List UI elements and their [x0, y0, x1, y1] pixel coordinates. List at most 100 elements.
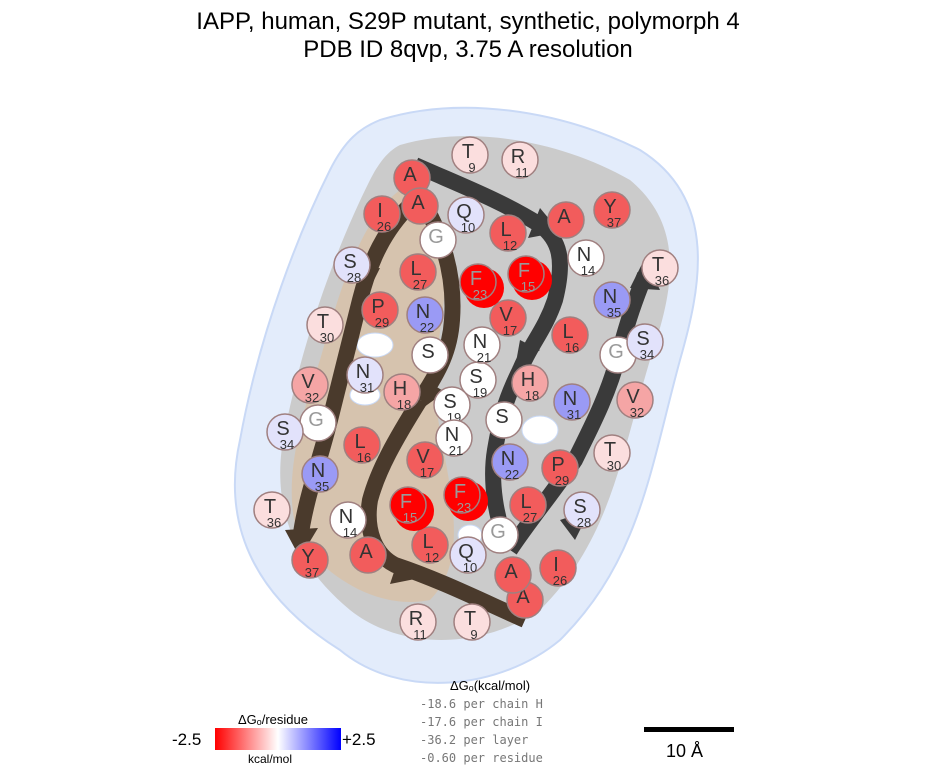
residue-blob	[399, 603, 437, 641]
residue-number: 22	[420, 320, 434, 335]
residue-chain-b: F23	[443, 476, 488, 521]
arrowhead	[390, 560, 420, 584]
residue-chain-a: F23	[459, 263, 504, 308]
residue-blob	[406, 441, 444, 479]
residue-number: 27	[413, 277, 427, 292]
residue-number: 30	[607, 458, 621, 473]
residue-blob	[451, 136, 489, 174]
residue-blob	[494, 556, 532, 594]
colorbar	[215, 728, 341, 750]
residue-chain-b: V17	[406, 441, 444, 480]
residue-number: 15	[403, 510, 417, 525]
residue-chain-b: S19	[433, 386, 471, 425]
residue-number: 10	[463, 560, 477, 575]
residue-letter: A	[557, 206, 571, 228]
arrowhead	[515, 340, 540, 368]
residue-chain-a: A	[547, 201, 585, 239]
title-line-1: IAPP, human, S29P mutant, synthetic, pol…	[196, 8, 740, 35]
residue-chain-b: N21	[435, 419, 473, 458]
residue-chain-a: T9	[451, 136, 489, 175]
residue-letter: N	[501, 448, 515, 470]
residue-number: 36	[655, 273, 669, 288]
residue-letter: I	[553, 554, 559, 576]
residue-chain-b: H18	[383, 373, 421, 412]
residue-chain-a: I26	[363, 195, 401, 234]
residue-blob	[489, 214, 527, 252]
residue-chain-b: N31	[553, 383, 591, 422]
residue-chain-b: L12	[411, 526, 449, 565]
residue-chain-a: L27	[399, 253, 437, 292]
residue-letter: S	[276, 418, 289, 440]
residue-chain-b: Y37	[593, 191, 631, 230]
residue-letter: T	[264, 496, 276, 518]
residue-chain-b: R11	[399, 603, 437, 642]
residue-blob	[406, 296, 444, 334]
residue-letter: A	[403, 164, 417, 186]
residue-letter: G	[428, 226, 444, 248]
residue-chain-a: L12	[489, 214, 527, 253]
arrowhead	[420, 380, 445, 410]
arrowhead	[285, 528, 318, 558]
residue-letter: I	[377, 200, 383, 222]
residue-blob	[401, 187, 439, 225]
residue-number: 34	[640, 347, 654, 362]
residue-number: 16	[565, 340, 579, 355]
residue-letter: V	[416, 446, 430, 468]
residue-blob	[481, 516, 519, 554]
residue-letter: G	[490, 521, 506, 543]
residue-number: 30	[320, 330, 334, 345]
residue-blob	[399, 253, 437, 291]
scale-bar-label: 10 Å	[666, 741, 704, 761]
residue-chain-a: G	[299, 404, 337, 442]
residue-blob	[291, 366, 329, 404]
residue-blob	[449, 536, 487, 574]
residue-letter: S	[469, 366, 482, 388]
residue-blob	[509, 486, 547, 524]
residue-number: 35	[607, 305, 621, 320]
colorbar-min-label: -2.5	[172, 730, 202, 749]
residue-letter: R	[511, 146, 525, 168]
residue-blob	[489, 299, 527, 337]
residue-blob	[553, 383, 591, 421]
energy-per-layer: -36.2 per layer	[420, 733, 529, 747]
residue-blob	[343, 426, 381, 464]
residue-blob	[383, 373, 421, 411]
residue-chain-b: F15	[389, 486, 434, 531]
residue-number: 22	[505, 467, 519, 482]
residue-letter: N	[603, 286, 617, 308]
residue-chain-b: L16	[343, 426, 381, 465]
residue-letter: S	[421, 341, 434, 363]
residue-chain-a: Y37	[291, 541, 329, 580]
residue-letter: L	[520, 491, 531, 513]
residue-letter: H	[521, 369, 535, 391]
residue-chain-a: S34	[266, 413, 304, 452]
residue-letter: A	[504, 561, 518, 583]
residue-blob	[361, 291, 399, 329]
residue-letter: R	[409, 608, 423, 630]
residue-blob	[593, 434, 631, 472]
residue-letter: L	[354, 431, 365, 453]
residue-chain-b: S34	[626, 323, 664, 362]
residue-chain-b: N35	[593, 281, 631, 320]
residue-blob	[333, 246, 371, 284]
residue-chain-b: G	[481, 516, 519, 554]
residue-letter: G	[308, 409, 324, 431]
residue-blob	[485, 401, 523, 439]
residue-chain-b: S28	[563, 491, 601, 530]
residue-letter: N	[563, 388, 577, 410]
residue-letter: L	[422, 531, 433, 553]
residue-chain-b: Q10	[449, 536, 487, 575]
residue-number: 11	[515, 165, 529, 180]
residue-blob	[641, 249, 679, 287]
residue-number: 29	[555, 473, 569, 488]
residue-chain-b: T9	[453, 603, 491, 642]
residue-chain-a: G	[419, 221, 457, 259]
residue-chain-a: P29	[361, 291, 399, 330]
residue-blob	[253, 491, 291, 529]
residue-blob	[329, 501, 367, 539]
residue-chain-b: A	[349, 536, 387, 574]
residue-letter: P	[371, 296, 384, 318]
residue-blob	[491, 443, 529, 481]
colorbar-unit: kcal/mol	[248, 752, 293, 766]
